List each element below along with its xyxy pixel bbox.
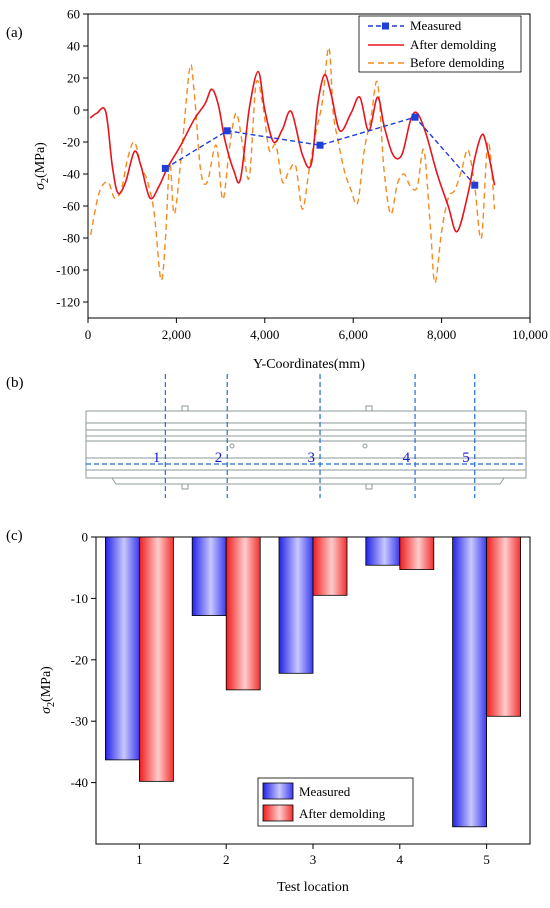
panel-a-ytick-label: -120	[56, 295, 80, 310]
beam-hole-1	[229, 443, 235, 449]
panel-a-ytick-label: -100	[56, 263, 80, 278]
panel-c-ylabel-base: σ	[39, 706, 54, 714]
lifting-lug-2-top	[365, 405, 373, 412]
panel-b-diagram: 1 2 3 4 5	[85, 374, 527, 498]
measured-point	[471, 181, 479, 189]
panel-c-ytick-label: 0	[82, 530, 89, 545]
legend-c-measured-label: Measured	[299, 784, 351, 799]
panel-a-series	[89, 46, 496, 284]
legend-measured-label: Measured	[410, 18, 462, 33]
panel-c-xtick-label: 1	[136, 852, 143, 867]
bar-measured-3	[278, 536, 314, 674]
panel-a-line-chart: 0 2,000 4,000 6,000 8,000 10,000 60 40 20 0 -20 -40…	[33, 7, 548, 373]
beam-hole-2	[362, 443, 368, 449]
measured-point	[316, 141, 324, 149]
panel-a-ytick-label: 60	[67, 7, 80, 22]
panel-c-ytick-label: -30	[71, 714, 88, 729]
measured-point	[411, 113, 419, 121]
bar-after-5	[486, 536, 522, 717]
bar-measured-1	[105, 536, 140, 761]
legend-before-label: Before demolding	[410, 55, 505, 70]
location-label-3: 3	[308, 450, 316, 466]
panel-a-ylabel-unit: (MPa)	[33, 142, 48, 178]
legend-measured-marker	[382, 22, 389, 30]
panel-c-xtick-label: 5	[483, 852, 490, 867]
location-label-2: 2	[215, 450, 223, 466]
location-label-5: 5	[462, 450, 470, 466]
panel-c-bar-chart: 0-10-20-30-401 2 3 4 5 Test location σ2(MPa)…	[39, 530, 531, 895]
panel-c-ytick-label: -20	[71, 652, 88, 667]
bar-after-2	[225, 536, 261, 691]
bar-measured-2	[191, 536, 227, 616]
measured-point	[223, 127, 231, 135]
location-label-4: 4	[403, 450, 411, 466]
panel-c-legend: Measured After demolding	[257, 777, 414, 827]
lifting-lug-2-bottom	[365, 483, 373, 490]
legend-c-measured-swatch	[262, 782, 294, 800]
beam-body	[85, 410, 527, 479]
panel-c-ytick-label: -10	[71, 591, 88, 606]
panel-a-xtick-label: 8,000	[427, 327, 456, 342]
panel-c-xtick-label: 3	[310, 852, 317, 867]
panel-a-ytick-label: -60	[63, 199, 80, 214]
panel-a-xtick-label: 2,000	[162, 327, 191, 342]
bar-after-1	[138, 536, 174, 782]
panel-c-ytick-label: -40	[71, 775, 88, 790]
panel-a-ticks: 0 2,000 4,000 6,000 8,000 10,000 60 40 20 0 -20 -40…	[56, 7, 548, 343]
panel-a-xtick-label: 0	[85, 327, 92, 342]
panel-a-ytick-label: -80	[63, 231, 80, 246]
panel-a-ylabel: σ2(MPa)	[33, 142, 51, 190]
bar-measured-4	[365, 536, 401, 566]
panel-c-ylabel: σ2(MPa)	[39, 666, 57, 714]
series-measured-line	[164, 116, 476, 186]
panel-a-ylabel-base: σ	[33, 182, 48, 190]
lifting-lug-1-bottom	[181, 483, 189, 490]
panel-a-ytick-label: 40	[67, 39, 80, 54]
panel-a-ytick-label: 20	[67, 71, 80, 86]
panel-a-ylabel-sub: 2	[40, 178, 51, 183]
bar-measured-5	[452, 536, 488, 828]
panel-label-c: (c)	[6, 528, 23, 544]
panel-a-legend: Measured After demolding Before demoldin…	[358, 15, 522, 73]
lifting-lug-1-top	[181, 405, 189, 412]
panel-a-xtick-label: 4,000	[250, 327, 279, 342]
legend-c-after-swatch	[262, 804, 294, 822]
panel-a-frame	[87, 13, 531, 319]
panel-c-bars	[105, 536, 522, 828]
panel-a-ytick-label: 0	[74, 103, 81, 118]
panel-a-ytick-label: -40	[63, 167, 80, 182]
series-after-demolding-line	[89, 70, 496, 233]
panel-c-ylabel-sub: 2	[46, 702, 57, 707]
panel-a-xtick-label: 6,000	[339, 327, 368, 342]
panel-c-xtick-label: 2	[223, 852, 230, 867]
panel-c-xtick-label: 4	[397, 852, 404, 867]
beam-outline	[85, 405, 527, 490]
panel-a-ytick-label: -20	[63, 135, 80, 150]
panel-b-locations: 1 2 3 4 5	[153, 374, 476, 498]
panel-c-ticks: 0 -10 -20 -30 -40 1 2 3 4 5	[71, 530, 490, 868]
panel-label-a: (a)	[6, 25, 23, 41]
panel-label-b: (b)	[6, 375, 24, 391]
panel-a-xtick-label: 10,000	[512, 327, 548, 342]
panel-a-xlabel: Y-Coordinates(mm)	[253, 357, 365, 372]
bar-after-4	[399, 536, 435, 570]
bar-after-3	[312, 536, 348, 596]
panel-c-ylabel-unit: (MPa)	[39, 666, 54, 702]
location-label-1: 1	[153, 450, 161, 466]
beam-bottom-flange	[111, 477, 505, 485]
panel-c-xlabel: Test location	[277, 880, 349, 895]
legend-c-after-label: After demolding	[299, 806, 386, 821]
measured-point	[161, 164, 169, 172]
legend-after-label: After demolding	[410, 37, 497, 52]
